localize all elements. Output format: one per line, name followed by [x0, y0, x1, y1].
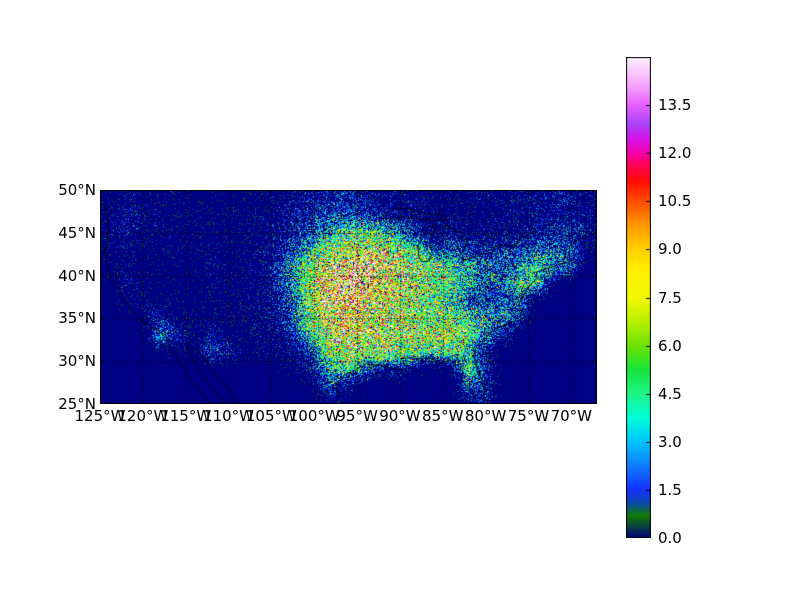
x-tick-label: 95°W	[336, 407, 378, 425]
x-tick-label: 100°W	[288, 407, 340, 425]
colorbar-tick-label: 7.5	[658, 288, 682, 307]
colorbar-tick-label: 0.0	[658, 528, 682, 547]
y-tick-label: 45°N	[58, 223, 96, 242]
colorbar-tick-label: 9.0	[658, 240, 682, 259]
y-tick-label: 25°N	[58, 394, 96, 413]
x-tick-label: 120°W	[117, 407, 169, 425]
x-tick-label: 105°W	[245, 407, 297, 425]
colorbar-tick-label: 1.5	[658, 480, 682, 499]
x-tick-label: 125°W	[74, 407, 126, 425]
colorbar-tick-label: 6.0	[658, 336, 682, 355]
y-tick-label: 35°N	[58, 309, 96, 328]
x-tick-label: 70°W	[550, 407, 592, 425]
x-tick-label: 90°W	[379, 407, 421, 425]
colorbar-tick-label: 12.0	[658, 143, 692, 162]
colorbar-tick-label: 13.5	[658, 95, 692, 114]
colorbar-canvas	[626, 57, 651, 538]
colorbar-tick-label: 4.5	[658, 384, 682, 403]
colorbar-tick-label: 3.0	[658, 432, 682, 451]
x-tick-label: 85°W	[422, 407, 464, 425]
y-tick-label: 40°N	[58, 266, 96, 285]
x-tick-label: 115°W	[160, 407, 212, 425]
us-heatmap-canvas	[100, 190, 597, 404]
x-tick-label: 110°W	[203, 407, 255, 425]
y-tick-label: 30°N	[58, 351, 96, 370]
x-tick-label: 75°W	[507, 407, 550, 425]
colorbar-tick-label: 10.5	[658, 192, 692, 211]
x-tick-label: 80°W	[464, 407, 507, 425]
y-tick-label: 50°N	[58, 180, 96, 199]
